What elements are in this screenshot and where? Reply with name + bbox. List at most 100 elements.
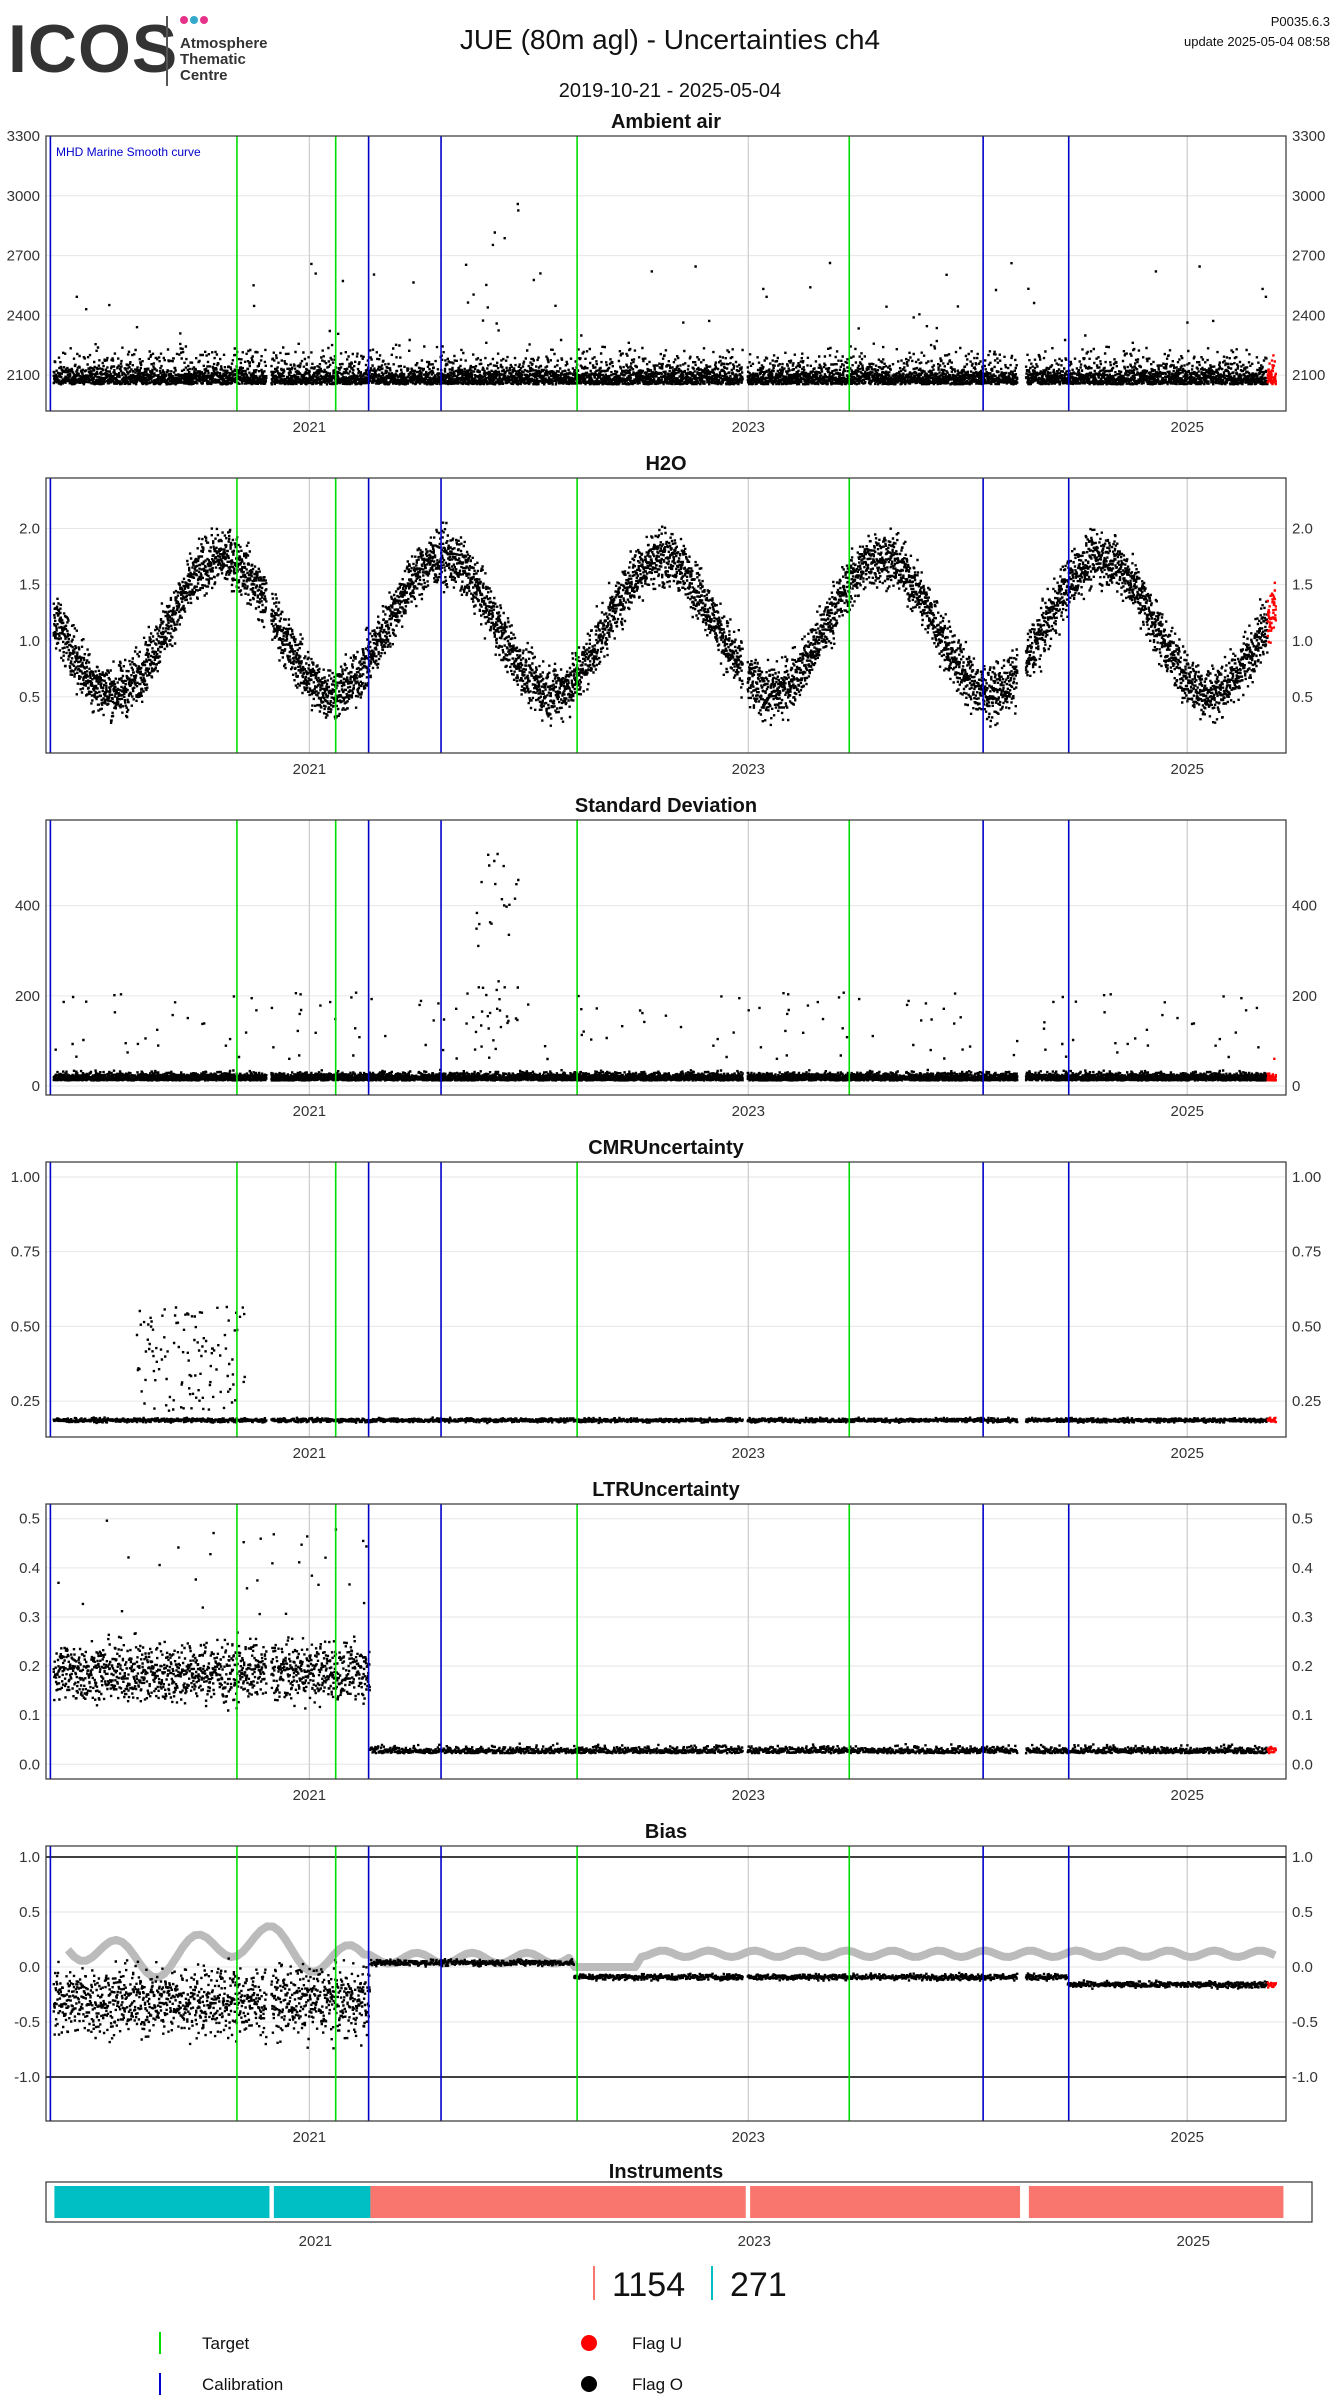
- panel-cmruncertainty: CMRUncertainty 0.25 0.25 0.50 0.50 0.75 0.75 1.…: [11, 1137, 1321, 1462]
- panel-h2o: H2O 0.5 0.5 1.0 1.0 1.5 1.5 2.0 2.0 2021 2023 2025: [19, 453, 1313, 778]
- data-points-flag-u: [1266, 1981, 1277, 1989]
- instrument-b-count: 271: [730, 2266, 787, 2304]
- x-tick-label: 2023: [732, 761, 765, 778]
- y-tick-label-right: 0.75: [1292, 1244, 1321, 1261]
- page-title: JUE (80m agl) - Uncertainties ch4: [459, 24, 881, 55]
- instrument-segment: [750, 2186, 1021, 2218]
- logo-dot-3: [200, 16, 208, 24]
- y-tick-label-left: 3000: [7, 188, 40, 205]
- y-tick-label-left: 0.1: [19, 1707, 40, 1724]
- y-tick-label-left: 0.25: [11, 1393, 40, 1410]
- legend-flag-o-label: Flag O: [632, 2375, 683, 2394]
- instrument-segment: [370, 2186, 746, 2218]
- y-tick-label-left: 0.2: [19, 1658, 40, 1675]
- x-tick-label: 2025: [1171, 1103, 1204, 1120]
- y-tick-label-left: 400: [15, 898, 40, 915]
- legend-flag-u-mark: [581, 2335, 597, 2351]
- y-tick-label-right: 0.0: [1292, 1756, 1313, 1773]
- y-tick-label-left: 0.75: [11, 1244, 40, 1261]
- panel-ltruncertainty: LTRUncertainty 0.0 0.0 0.1 0.1 0.2 0.2 0.3 0.3 0.…: [19, 1479, 1313, 1804]
- version-block: P0035.6.3 update 2025-05-04 08:58: [1184, 12, 1330, 52]
- y-tick-label-left: 0.50: [11, 1318, 40, 1335]
- logo-dot-1: [180, 16, 188, 24]
- x-tick-label: 2021: [293, 2129, 326, 2146]
- x-tick-label: 2023: [732, 1445, 765, 1462]
- y-tick-label-left: -0.5: [14, 2014, 40, 2031]
- x-tick-label: 2025: [1171, 419, 1204, 436]
- panel-frame: [45, 1845, 1287, 2122]
- y-tick-label-right: -0.5: [1292, 2014, 1318, 2031]
- y-tick-label-left: 0: [32, 1078, 40, 1095]
- data-points-flag-o: [52, 1519, 1269, 1755]
- data-points-flag-o: [52, 1957, 1269, 2050]
- y-tick-label-right: 0.5: [1292, 1511, 1313, 1528]
- x-tick-label: 2023: [732, 1103, 765, 1120]
- legend-flag-u-label: Flag U: [632, 2334, 682, 2353]
- panel-frame: [45, 819, 1287, 1096]
- y-tick-label-left: 1.0: [19, 1849, 40, 1866]
- panel-frame: [45, 1503, 1287, 1780]
- legend: Target Calibration Flag U Flag O: [0, 2320, 1340, 2400]
- y-tick-label-left: 0.5: [19, 1511, 40, 1528]
- data-points-flag-o: [52, 1305, 1269, 1425]
- y-tick-label-right: 0.1: [1292, 1707, 1313, 1724]
- instruments-x-tick-label: 2023: [738, 2233, 771, 2250]
- x-tick-label: 2025: [1171, 2129, 1204, 2146]
- x-tick-label: 2021: [293, 761, 326, 778]
- update-label: update 2025-05-04 08:58: [1183, 34, 1330, 49]
- y-tick-label-left: 2.0: [19, 521, 40, 538]
- y-tick-label-right: 3000: [1292, 188, 1325, 205]
- y-tick-label-left: 0.4: [19, 1560, 40, 1577]
- y-tick-label-left: 1.00: [11, 1169, 40, 1186]
- x-tick-label: 2021: [293, 419, 326, 436]
- y-tick-label-right: 0.25: [1292, 1393, 1321, 1410]
- logo-subtitle: Atmosphere Thematic Centre: [180, 35, 268, 84]
- y-tick-label-left: 0.5: [19, 1904, 40, 1921]
- y-tick-label-right: 200: [1292, 988, 1317, 1005]
- annotation-text: MHD Marine Smooth curve: [56, 145, 201, 159]
- y-tick-label-right: 1.0: [1292, 633, 1313, 650]
- instrument-segment: [273, 2186, 371, 2218]
- instrument-a-count: 1154: [612, 2266, 685, 2304]
- legend-calibration-label: Calibration: [202, 2375, 283, 2394]
- y-tick-label-left: 0.5: [19, 689, 40, 706]
- y-tick-label-left: 0.3: [19, 1609, 40, 1626]
- y-tick-label-left: -1.0: [14, 2069, 40, 2086]
- x-tick-label: 2023: [732, 419, 765, 436]
- logo-dot-2: [190, 16, 198, 24]
- panel-title: Standard Deviation: [575, 795, 757, 817]
- y-tick-label-left: 3300: [7, 128, 40, 145]
- y-tick-label-right: 2.0: [1292, 521, 1313, 538]
- panel-frame: [45, 135, 1287, 412]
- panel-title: H2O: [645, 453, 686, 475]
- y-tick-label-left: 1.0: [19, 633, 40, 650]
- x-tick-label: 2025: [1171, 1445, 1204, 1462]
- legend-flag-o-mark: [581, 2376, 597, 2392]
- y-tick-label-right: 0.50: [1292, 1318, 1321, 1335]
- x-tick-label: 2025: [1171, 1787, 1204, 1804]
- instruments-x-tick-label: 2021: [299, 2233, 332, 2250]
- y-tick-label-left: 2100: [7, 367, 40, 384]
- panel-title: LTRUncertainty: [592, 1479, 740, 1501]
- panel-title: CMRUncertainty: [588, 1137, 744, 1159]
- x-tick-label: 2021: [293, 1445, 326, 1462]
- y-tick-label-right: 0.5: [1292, 689, 1313, 706]
- logo-divider: [166, 16, 168, 86]
- y-tick-label-right: 2100: [1292, 367, 1325, 384]
- x-tick-label: 2025: [1171, 761, 1204, 778]
- data-points-flag-u: [1266, 1745, 1277, 1755]
- panel-standard-deviation: Standard Deviation 0 0 200 200 400 400 2021 2023…: [15, 795, 1317, 1120]
- instrument-segment: [54, 2186, 270, 2218]
- data-points-flag-o: [52, 521, 1269, 728]
- y-tick-label-left: 200: [15, 988, 40, 1005]
- x-tick-label: 2021: [293, 1103, 326, 1120]
- y-tick-label-right: 1.00: [1292, 1169, 1321, 1186]
- y-tick-label-right: 3300: [1292, 128, 1325, 145]
- panel-frame: [45, 1161, 1287, 1438]
- y-tick-label-right: 1.0: [1292, 1849, 1313, 1866]
- instruments-x-tick-label: 2025: [1177, 2233, 1210, 2250]
- panel-bias: Bias -1.0 -1.0 -0.5 -0.5 0.0 0.0 0.5 0.5 1.0 1.0 20…: [14, 1821, 1318, 2146]
- y-tick-label-right: 400: [1292, 898, 1317, 915]
- instrument-segment: [1028, 2186, 1284, 2218]
